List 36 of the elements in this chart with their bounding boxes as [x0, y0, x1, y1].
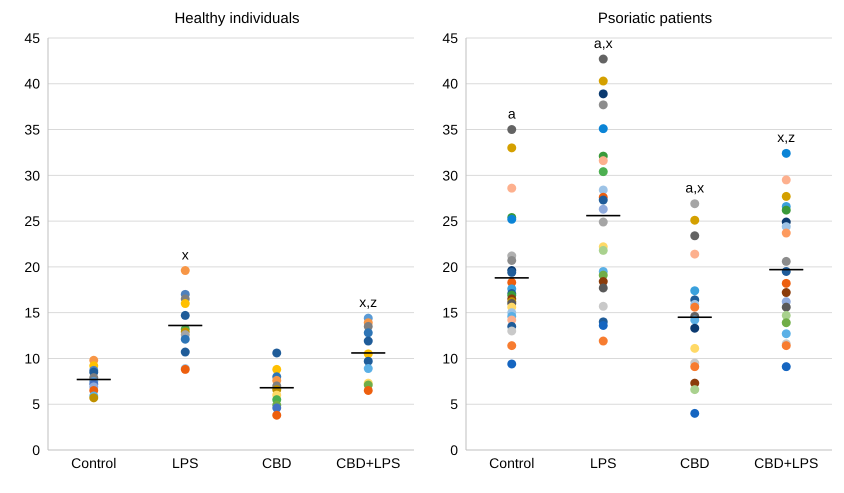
annotation: x,z: [777, 129, 796, 146]
y-tick-label: 40: [24, 76, 40, 92]
x-tick-label: LPS: [590, 454, 616, 471]
x-tick-label: Control: [71, 454, 116, 471]
y-tick-label: 40: [442, 76, 458, 92]
y-tick-label: 10: [24, 350, 40, 366]
annotation: x: [182, 246, 189, 262]
chart-title: Healthy individuals: [173, 9, 301, 29]
chart-title: Psoriatic patients: [596, 9, 714, 29]
y-tick-label: 5: [32, 396, 40, 412]
annotation: a,x: [685, 179, 704, 196]
y-tick-label: 30: [24, 167, 40, 184]
y-tick-label: 30: [442, 167, 458, 184]
y-tick-label: 0: [32, 442, 40, 458]
x-tick-label: Control: [489, 454, 534, 471]
y-tick-label: 25: [24, 213, 40, 230]
y-tick-label: 5: [450, 396, 458, 412]
y-tick-label: 20: [442, 258, 458, 275]
annotation: a: [508, 105, 516, 122]
annotation: x,z: [359, 294, 378, 310]
x-tick-label: LPS: [172, 454, 198, 471]
y-tick-label: 45: [24, 30, 40, 46]
y-tick-label: 45: [442, 30, 458, 46]
y-tick-label: 15: [442, 304, 458, 321]
x-tick-label: CBD+LPS: [336, 454, 400, 471]
y-tick-label: 20: [24, 258, 40, 275]
y-tick-label: 25: [442, 213, 458, 230]
x-tick-label: CBD+LPS: [754, 454, 818, 471]
y-tick-label: 15: [24, 304, 40, 321]
annotation: a,x: [594, 34, 613, 51]
x-tick-label: CBD: [680, 454, 710, 471]
y-tick-label: 10: [442, 350, 458, 366]
y-tick-label: 0: [450, 442, 458, 458]
y-tick-label: 35: [24, 122, 40, 138]
x-tick-label: CBD: [262, 454, 292, 471]
y-tick-label: 35: [442, 122, 458, 138]
